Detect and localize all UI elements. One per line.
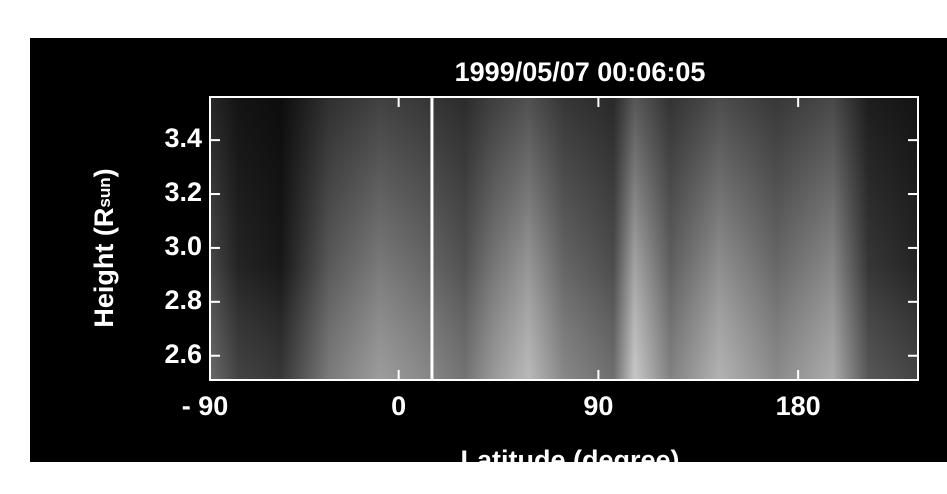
image-shade — [210, 97, 918, 380]
y-axis-label: Height (Rsun) — [89, 168, 119, 327]
chart-title: 1999/05/07 00:06:05 — [455, 57, 706, 87]
x-tick-label: 0 — [391, 391, 406, 421]
x-tick-label: 180 — [776, 391, 821, 421]
y-tick-label: 3.4 — [164, 123, 202, 153]
y-tick-label: 3.0 — [164, 231, 202, 261]
plot-frame — [209, 96, 919, 381]
x-tick-label: - 90 — [182, 391, 229, 421]
x-axis-label: Latitude (degree) — [460, 445, 679, 475]
y-tick-label: 2.8 — [164, 285, 202, 315]
x-tick-label: 90 — [583, 391, 613, 421]
y-tick-label: 2.6 — [164, 339, 202, 369]
y-tick-label: 3.2 — [164, 177, 202, 207]
